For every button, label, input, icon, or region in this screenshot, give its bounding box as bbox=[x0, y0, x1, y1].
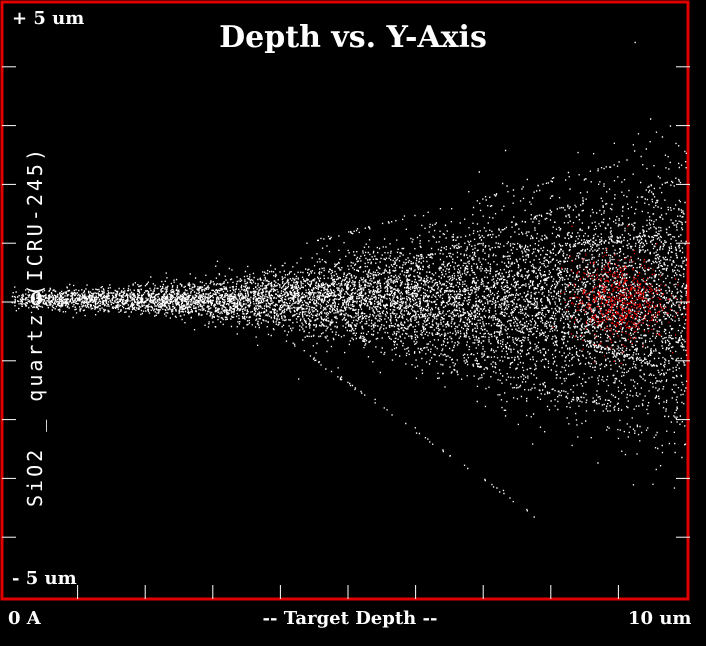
target-material-label: SiO2 _ quartz (ICRU-245) bbox=[23, 146, 47, 507]
x-axis-max-label: 10 um bbox=[628, 608, 692, 629]
y-axis-max-label: + 5 um bbox=[12, 8, 85, 29]
stopped-ion-points bbox=[552, 225, 687, 364]
axis-ticks bbox=[2, 66, 690, 599]
ion-points bbox=[11, 41, 688, 518]
chart-title: Depth vs. Y-Axis bbox=[219, 20, 487, 55]
x-axis-min-label: 0 A bbox=[8, 608, 41, 629]
x-axis-title: -- Target Depth -- bbox=[262, 608, 438, 629]
y-axis-min-label: - 5 um bbox=[12, 568, 77, 589]
y-axis-zero-label: 0 bbox=[30, 289, 43, 310]
ion-scatter bbox=[11, 41, 688, 518]
